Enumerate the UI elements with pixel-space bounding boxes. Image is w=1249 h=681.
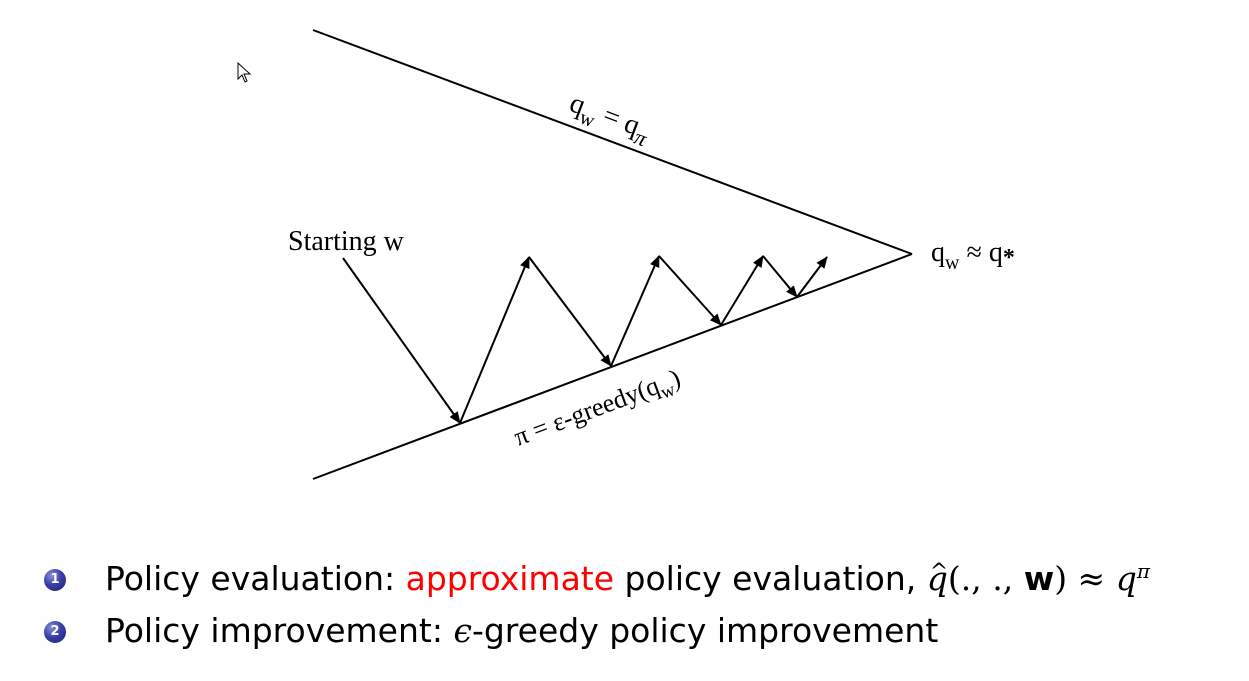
arrow-up-2 <box>610 255 660 367</box>
bullet-number-icon: 2 <box>44 621 66 643</box>
arrow-start <box>342 257 461 424</box>
arrow-down-1 <box>528 256 612 367</box>
bullet-list: 1 Policy evaluation: approximate policy … <box>44 547 1244 657</box>
bullet-prefix: Policy evaluation: <box>105 559 406 598</box>
bullet-text: Policy improvement: ϵ-greedy policy impr… <box>105 605 938 657</box>
starting-w-label: Starting w <box>288 226 405 257</box>
arrow-up-1 <box>459 256 530 424</box>
bullet-suffix: -greedy policy improvement <box>471 611 939 650</box>
cursor-icon <box>237 61 252 83</box>
converge-label: qw ≈ q* <box>931 237 1015 274</box>
bullet-item-policy-improvement: 2 Policy improvement: ϵ-greedy policy im… <box>44 605 1244 657</box>
math-approx-q: q(., ., w) ≈ qπ <box>927 547 1150 599</box>
upper-line <box>312 29 913 255</box>
upper-line-label: qw = qπ <box>563 88 655 152</box>
arrow-down-2 <box>658 255 722 326</box>
arrow-up-3 <box>720 255 764 326</box>
arrow-down-3 <box>762 255 798 298</box>
zigzag-arrows <box>342 255 828 424</box>
highlight-approximate: approximate <box>405 559 615 598</box>
math-epsilon: ϵ <box>453 611 472 650</box>
lower-line-label: π = ε-greedy(qw) <box>510 363 686 457</box>
bullet-number-icon: 1 <box>44 569 66 591</box>
bullet-prefix: Policy improvement: <box>105 611 454 650</box>
bullet-suffix: policy evaluation, <box>614 559 927 598</box>
lower-line <box>312 253 913 480</box>
arrow-up-4 <box>796 256 828 298</box>
bullet-text: Policy evaluation: approximate policy ev… <box>105 547 1150 605</box>
bullet-item-policy-evaluation: 1 Policy evaluation: approximate policy … <box>44 547 1244 605</box>
